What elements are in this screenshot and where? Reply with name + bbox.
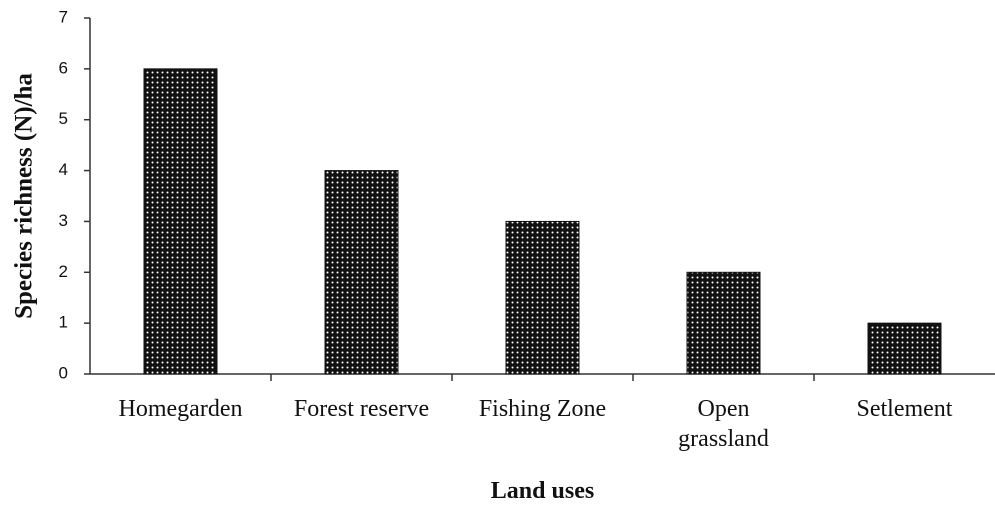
y-tick-label: 2 — [59, 262, 68, 281]
y-tick-label: 6 — [59, 58, 68, 77]
y-tick-label: 0 — [59, 363, 68, 382]
bar — [143, 68, 218, 375]
x-tick-label: Homegarden — [118, 396, 243, 422]
y-tick-label: 4 — [59, 160, 68, 179]
bar — [324, 170, 399, 375]
x-tick-label: Setlement — [856, 396, 953, 422]
x-tick-label: Fishing Zone — [478, 396, 607, 422]
x-tick-label: Open grassland — [678, 396, 769, 452]
x-tick-label: Forest reserve — [293, 396, 430, 422]
y-axis-label: Species richness (N)/ha — [11, 73, 38, 319]
x-axis-label: Land uses — [490, 478, 595, 504]
y-tick-label: 1 — [59, 313, 68, 332]
bar — [686, 271, 761, 375]
bar — [867, 322, 942, 375]
bar — [505, 220, 580, 375]
y-tick-label: 5 — [59, 109, 68, 128]
y-tick-label: 3 — [59, 211, 68, 230]
y-tick-label: 7 — [59, 7, 68, 26]
